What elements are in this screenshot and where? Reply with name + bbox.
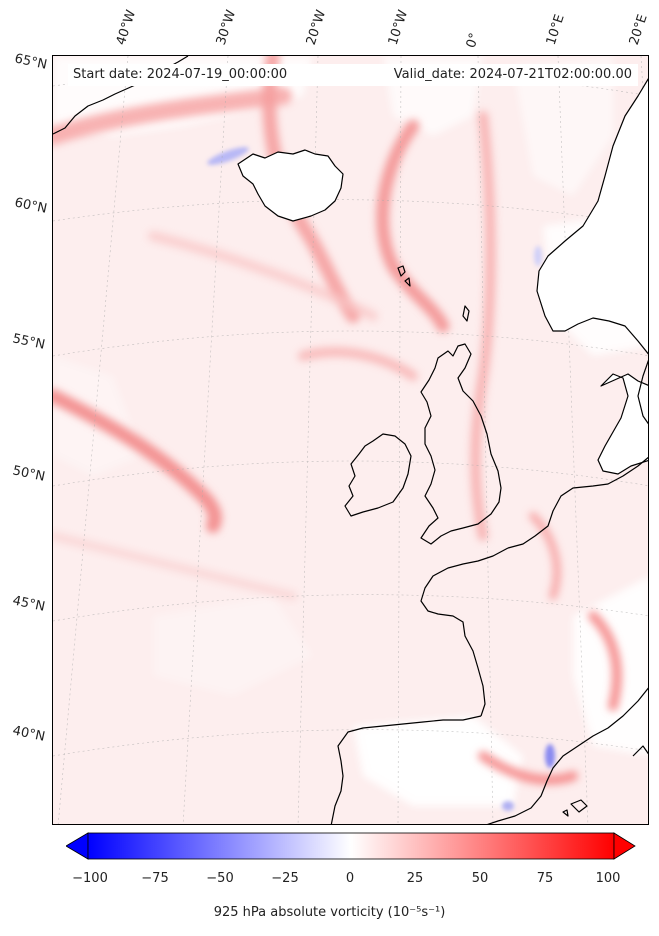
coast-norway [536,78,648,355]
coast-faroe [397,265,411,287]
lat-label-45n: 45°N [11,593,47,615]
lon-label-0: 0° [463,31,483,50]
colorbar-tick-minus-25: −25 [271,871,299,886]
date-banner: Start date: 2024-07-19_00:00:00 Valid_da… [68,64,638,86]
colorbar-high-extend [613,832,636,860]
coast-shetland [462,305,470,322]
coast-mediterranean [487,687,648,824]
lon-label-30w: 30°W [213,8,240,47]
colorbar-label: 925 hPa absolute vorticity (10⁻⁵s⁻¹) [213,905,446,920]
colorbar-tick-100: 100 [595,871,621,886]
coast-baltic [637,359,648,425]
coast-iceland [237,149,344,222]
lon-label-40w: 40°W [113,8,140,47]
lon-label-20e: 20°E [626,12,651,48]
coast-iberia-north [330,715,482,824]
colorbar [66,832,636,860]
lon-label-10e: 10°E [543,12,568,48]
lat-label-55n: 55°N [11,331,47,353]
colorbar-low-extend [66,832,89,860]
coast-balearic [562,799,588,817]
lat-label-40n: 40°N [11,723,47,745]
coast-great-britain [420,343,502,545]
vorticity-field-background [53,56,648,824]
lat-label-65n: 65°N [13,51,49,73]
negative-vorticity-patches [207,147,555,811]
start-date-text: Start date: 2024-07-19_00:00:00 [73,67,288,82]
lon-label-10w: 10°W [385,8,412,47]
coastlines [53,56,648,824]
vorticity-map [52,55,649,825]
colorbar-tick-minus-50: −50 [206,871,234,886]
map-canvas [53,56,648,824]
coast-corsica [632,745,648,757]
colorbar-tick-minus-100: −100 [72,871,108,886]
coast-ireland [344,433,412,517]
coast-denmark [597,373,648,475]
coast-low-countries [507,456,648,549]
colorbar-tick-50: 50 [471,871,489,886]
lon-label-20w: 20°W [303,8,330,47]
colorbar-gradient [87,832,615,860]
valid-date-text: Valid_date: 2024-07-21T02:00:00.00 [393,67,632,82]
colorbar-tick-75: 75 [536,871,554,886]
lat-label-60n: 60°N [13,195,49,217]
colorbar-tick-25: 25 [406,871,424,886]
coast-france [420,547,509,717]
lat-label-50n: 50°N [11,463,47,485]
colorbar-tick-0: 0 [345,871,355,886]
graticule [53,56,648,824]
colorbar-tick-minus-75: −75 [141,871,169,886]
